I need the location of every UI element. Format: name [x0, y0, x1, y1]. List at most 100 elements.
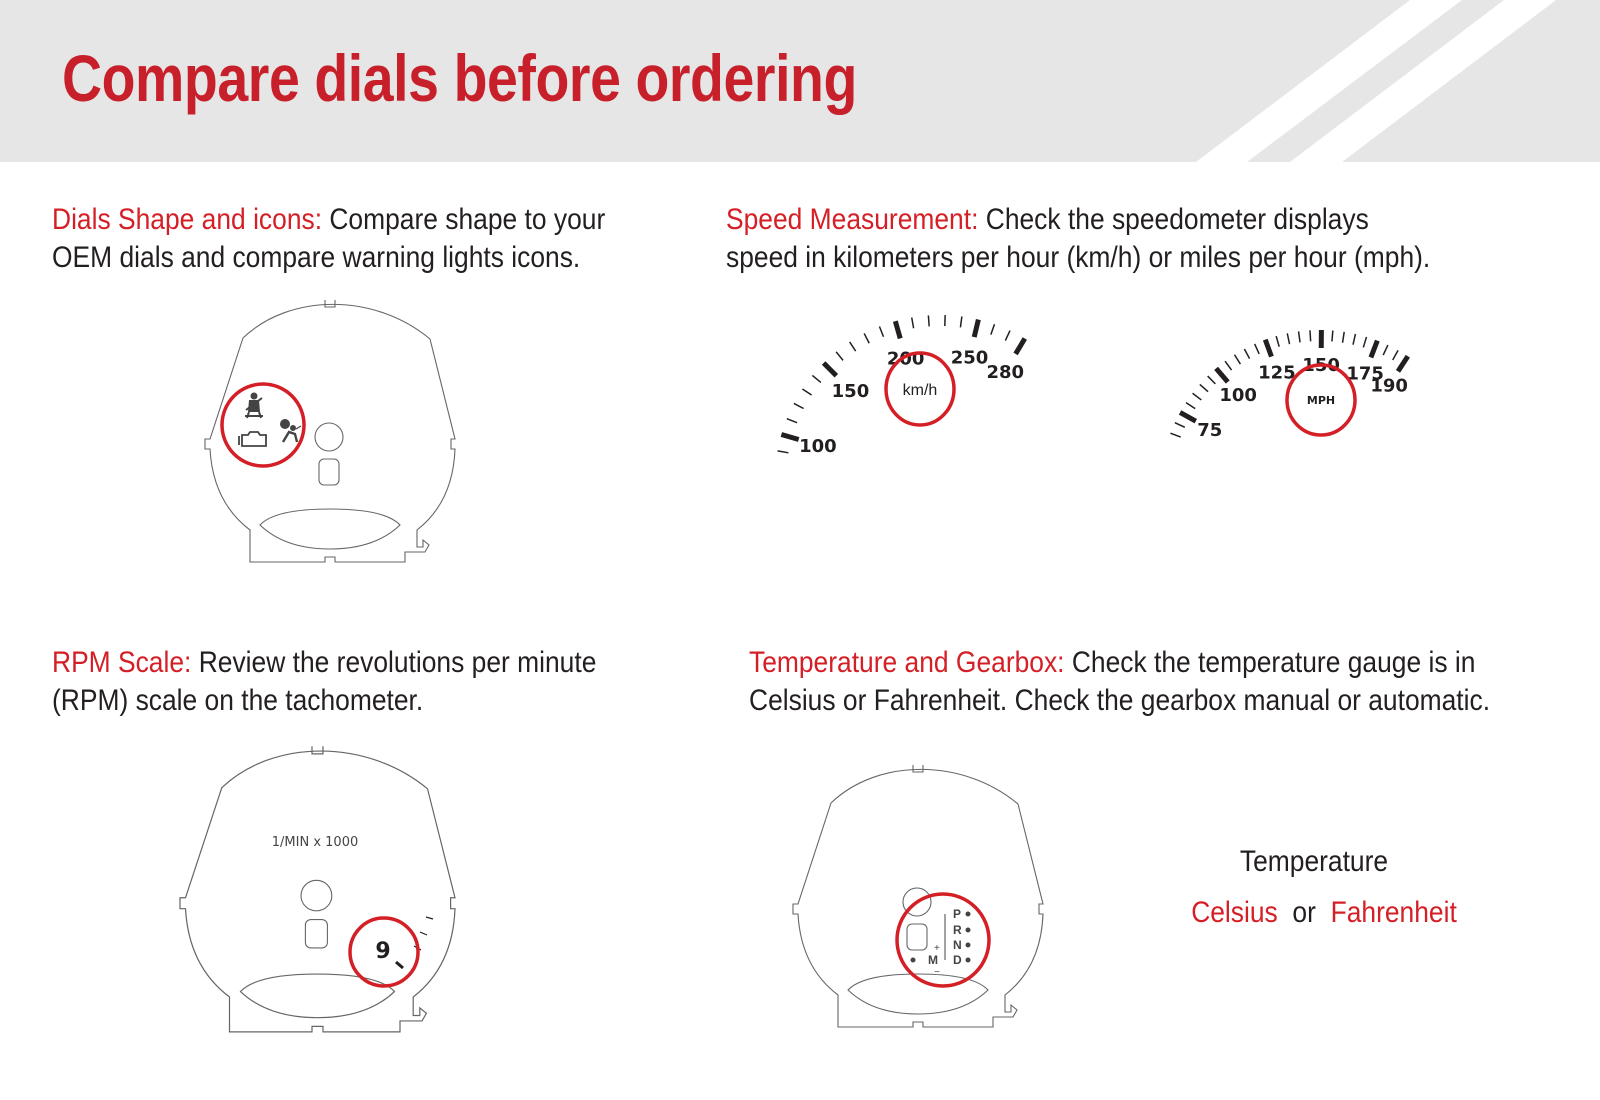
scale-tick	[849, 341, 857, 352]
gear-minus: −	[934, 967, 940, 978]
mph-unit-label: MPH	[1307, 394, 1335, 407]
section-text: Compare shape to your	[322, 203, 606, 236]
celsius-label: Celsius	[1191, 896, 1278, 929]
scale-tick	[811, 374, 822, 383]
scale-tick	[1395, 354, 1410, 373]
scale-tick	[1352, 333, 1357, 345]
scale-tick	[1013, 337, 1027, 356]
section-text: Celsius or Fahrenheit. Check the gearbox…	[749, 684, 1491, 717]
section-text: Check the speedometer displays	[978, 203, 1369, 236]
scale-tick	[1297, 331, 1301, 343]
highlight-circle	[1285, 363, 1357, 437]
scale-tick	[835, 351, 844, 361]
scale-tick	[1185, 401, 1196, 410]
or-label: or	[1292, 896, 1316, 929]
dial-outline-shape	[204, 299, 456, 563]
header-banner: Compare dials before ordering	[0, 0, 1600, 162]
scale-tick	[801, 388, 812, 396]
gear-n: N	[953, 938, 962, 952]
scale-tick	[1382, 344, 1389, 356]
scale-tick	[1341, 331, 1345, 343]
scale-tick	[1253, 343, 1260, 355]
scale-tick	[1275, 335, 1280, 347]
scale-label: 125	[1258, 363, 1296, 384]
scale-tick	[1174, 421, 1186, 428]
scale-tick	[777, 450, 789, 454]
gear-selector: P R N D M + −	[910, 907, 971, 978]
gear-d: D	[953, 953, 962, 967]
scale-tick	[1243, 348, 1251, 360]
scale-tick	[959, 316, 963, 328]
scale-tick	[1362, 336, 1368, 348]
scale-tick	[1199, 383, 1209, 393]
scale-tick	[1309, 330, 1312, 342]
airbag-icon	[280, 419, 302, 443]
check-engine-icon	[238, 431, 267, 447]
seatbelt-icon	[245, 392, 263, 419]
scale-tick	[1207, 375, 1216, 385]
scale-tick	[1286, 333, 1291, 345]
section-text: OEM dials and compare warning lights ico…	[52, 241, 581, 274]
highlight-circle	[348, 916, 420, 988]
scale-label: 175	[1346, 363, 1384, 384]
scale-tick	[1004, 330, 1011, 341]
scale-tick	[878, 326, 885, 338]
scale-tick	[793, 402, 804, 410]
gear-m: M	[928, 953, 938, 967]
page-title: Compare dials before ordering	[62, 41, 857, 115]
scale-label: 75	[1197, 420, 1222, 441]
section-rpm-text: RPM Scale: Review the revolutions per mi…	[52, 644, 596, 720]
fahrenheit-label: Fahrenheit	[1330, 896, 1457, 929]
scale-tick	[927, 315, 930, 327]
scale-tick	[786, 417, 798, 424]
rpm-scale-label: 1/MIN x 1000	[272, 835, 358, 850]
section-text: speed in kilometers per hour (km/h) or m…	[726, 241, 1431, 274]
scale-label: 250	[951, 347, 989, 368]
section-temp-text: Temperature and Gearbox: Check the tempe…	[749, 644, 1490, 720]
scale-tick	[1331, 330, 1334, 342]
scale-tick	[821, 361, 839, 378]
scale-label: 280	[987, 362, 1025, 383]
section-text: (RPM) scale on the tachometer.	[52, 684, 424, 717]
scale-tick	[990, 324, 996, 335]
dial-outline-rpm	[179, 745, 456, 1033]
kmh-unit-label: km/h	[903, 382, 938, 399]
scale-tick	[892, 320, 903, 340]
scale-tick	[1224, 360, 1233, 371]
scale-tick	[780, 432, 800, 442]
section-heading: Temperature and Gearbox:	[749, 646, 1065, 679]
scale-tick	[1262, 338, 1274, 358]
temperature-label: Temperature	[1239, 845, 1389, 878]
scale-tick	[1368, 339, 1380, 359]
section-heading: Speed Measurement:	[726, 203, 979, 236]
rpm-max-digit: 9	[375, 939, 390, 964]
scale-tick	[1170, 432, 1181, 438]
scale-label: 150	[832, 381, 870, 402]
scale-tick	[1214, 366, 1230, 384]
highlight-circle	[884, 351, 956, 427]
section-speed-text: Speed Measurement: Check the speedometer…	[726, 201, 1430, 277]
section-text: Review the revolutions per minute	[191, 646, 597, 679]
section-shape-text: Dials Shape and icons: Compare shape to …	[52, 201, 605, 277]
scale-label: 100	[1219, 385, 1257, 406]
section-heading: Dials Shape and icons:	[52, 203, 323, 236]
scale-tick	[910, 317, 915, 329]
scale-label: 190	[1370, 376, 1408, 397]
gear-r: R	[953, 923, 962, 937]
highlight-circle	[220, 382, 306, 468]
gear-p: P	[953, 907, 961, 921]
dial-outline-gearbox	[792, 764, 1044, 1028]
scale-tick	[1233, 354, 1242, 365]
scale-tick	[1178, 410, 1198, 424]
scale-tick	[1192, 392, 1202, 401]
gear-plus: +	[934, 943, 940, 954]
header-stripes	[1196, 0, 1556, 162]
highlight-circle	[895, 892, 991, 988]
scale-label: 100	[799, 436, 837, 457]
scale-tick	[863, 333, 870, 344]
section-heading: RPM Scale:	[52, 646, 192, 679]
scale-tick	[971, 318, 981, 338]
section-text: Check the temperature gauge is in	[1064, 646, 1476, 679]
